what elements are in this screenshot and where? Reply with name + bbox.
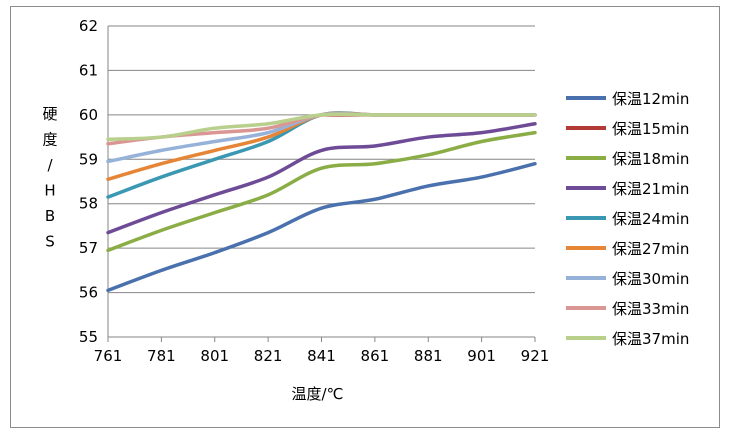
legend: 保温12min 保温15min 保温18min 保温21min 保温24min 保温27m…: [566, 90, 689, 348]
y-tick-label: 62: [79, 17, 98, 35]
y-tick-label: 56: [79, 284, 98, 302]
x-tick-label: 901: [467, 347, 496, 365]
y-tick-label: 57: [79, 239, 98, 257]
series-line: [106, 112, 537, 146]
series-line: [106, 111, 537, 199]
legend-label: 保温33min: [612, 300, 689, 318]
legend-item: 保温21min: [566, 180, 689, 198]
y-axis-label-char: 度: [42, 131, 57, 149]
y-axis-label-char: B: [45, 207, 55, 225]
x-tick-label: 821: [254, 347, 283, 365]
x-tick-label: 781: [147, 347, 176, 365]
legend-label: 保温15min: [612, 120, 689, 138]
legend-item: 保温24min: [566, 210, 689, 228]
series-lines: [106, 111, 537, 293]
y-axis-label-char: H: [44, 182, 55, 200]
series-line: [106, 161, 537, 293]
y-tick-label: 59: [79, 150, 98, 168]
legend-item: 保温18min: [566, 150, 689, 168]
legend-item: 保温15min: [566, 120, 689, 138]
x-tick-label: 881: [414, 347, 443, 365]
x-tick-labels: 761 781 801 821 841 861 881 901 921: [94, 347, 550, 365]
legend-item: 保温30min: [566, 270, 689, 288]
x-tick-label: 861: [361, 347, 390, 365]
legend-label: 保温18min: [612, 150, 689, 168]
x-tick-label: 761: [94, 347, 123, 365]
x-tick-label: 841: [307, 347, 336, 365]
legend-item: 保温33min: [566, 300, 689, 318]
x-tick-label: 801: [200, 347, 229, 365]
legend-label: 保温30min: [612, 270, 689, 288]
legend-label: 保温27min: [612, 240, 689, 258]
legend-label: 保温37min: [612, 330, 689, 348]
series-line: [106, 112, 537, 142]
legend-label: 保温12min: [612, 90, 689, 108]
y-axis-label: 硬度 / HBS: [42, 105, 57, 251]
y-axis-label-char: /: [47, 156, 53, 174]
series-line: [106, 121, 537, 235]
series-line: [106, 130, 537, 253]
legend-label: 保温24min: [612, 210, 689, 228]
y-tick-label: 58: [79, 195, 98, 213]
y-tick-label: 60: [79, 106, 98, 124]
legend-label: 保温21min: [612, 180, 689, 198]
legend-item: 保温37min: [566, 330, 689, 348]
gridlines: [108, 25, 535, 338]
x-tick-label: 921: [521, 347, 550, 365]
axes: [107, 26, 536, 342]
y-axis-label-char: S: [45, 233, 55, 251]
x-axis-label: 温度/℃: [292, 385, 344, 403]
y-axis-label-char: 硬: [42, 105, 57, 123]
y-tick-labels: 55 56 57 58 59 60 61 62: [79, 17, 98, 346]
y-tick-label: 61: [79, 61, 98, 79]
legend-item: 保温12min: [566, 90, 689, 108]
y-tick-label: 55: [79, 328, 98, 346]
legend-item: 保温27min: [566, 240, 689, 258]
